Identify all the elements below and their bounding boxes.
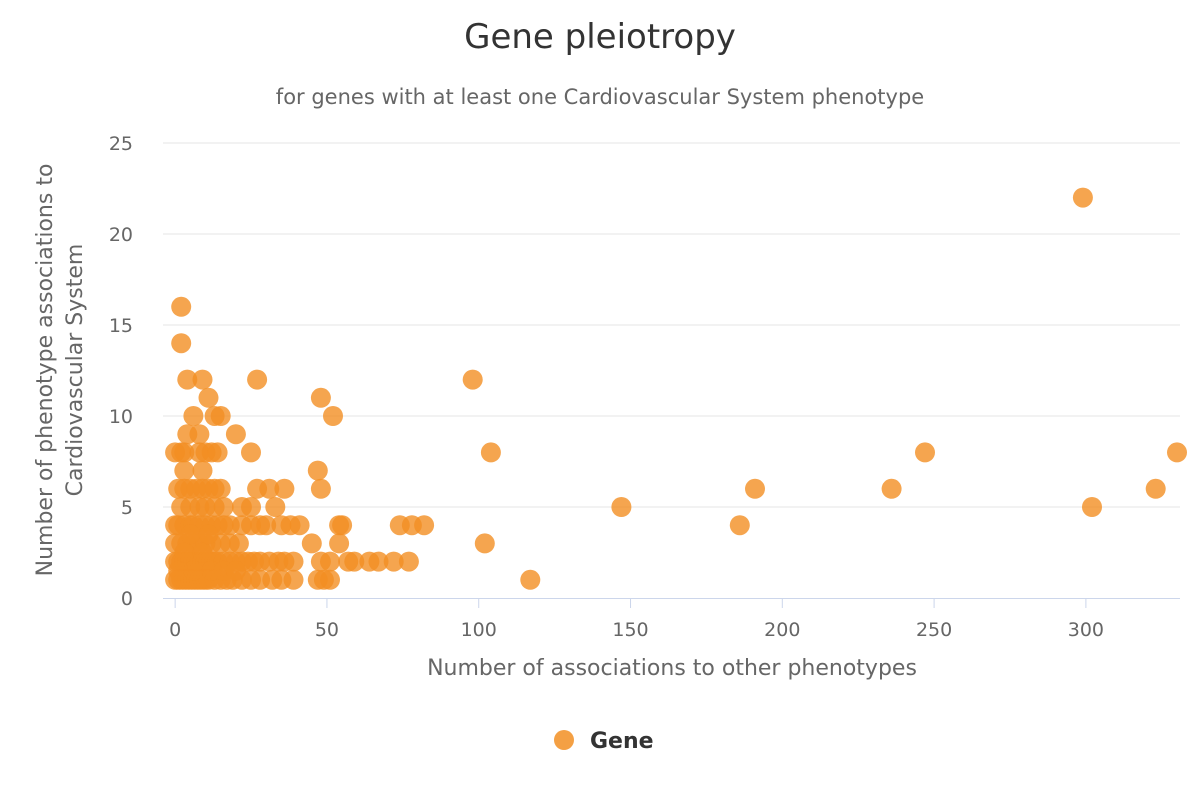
data-point[interactable] [1167,442,1187,463]
data-point[interactable] [198,387,219,408]
data-point[interactable] [225,424,246,445]
data-point[interactable] [177,369,198,390]
y-tick-label: 20 [109,224,133,246]
y-axis-title: Number of phenotype associations to Card… [33,164,88,577]
chart-subtitle: for genes with at least one Cardiovascul… [276,85,924,109]
x-tick-label: 200 [764,619,800,641]
data-point[interactable] [310,478,331,499]
data-point[interactable] [241,497,261,517]
data-point[interactable] [289,515,310,536]
data-point[interactable] [259,478,280,499]
data-point[interactable] [174,442,195,463]
x-tick-label: 100 [461,619,497,641]
y-tick-label: 10 [109,406,133,428]
data-point[interactable] [192,542,213,563]
data-point[interactable] [171,333,192,354]
data-point[interactable] [198,524,219,545]
y-tick-label: 15 [109,315,133,337]
data-point[interactable] [301,533,322,554]
data-point[interactable] [247,369,268,390]
data-point[interactable] [168,560,189,581]
data-point[interactable] [480,442,501,463]
data-point[interactable] [1072,187,1093,208]
y-tick-label: 5 [121,497,133,519]
data-point[interactable] [256,515,277,536]
x-tick-label: 250 [916,619,952,641]
data-point[interactable] [241,442,261,463]
data-point[interactable] [881,478,902,499]
data-point[interactable] [310,387,331,408]
data-point[interactable] [383,551,404,572]
data-point[interactable] [729,515,750,536]
data-point[interactable] [1145,478,1166,499]
data-point[interactable] [323,406,343,426]
data-point[interactable] [207,442,228,463]
legend-label-gene[interactable]: Gene [590,729,654,754]
data-point[interactable] [192,369,213,390]
data-point[interactable] [474,533,495,554]
data-point[interactable] [228,533,249,554]
legend[interactable]: Gene [554,729,654,754]
data-point[interactable] [171,296,192,317]
data-point[interactable] [283,551,304,572]
y-tick-label: 0 [121,588,133,610]
data-point[interactable] [344,551,365,572]
x-tick-label: 300 [1068,619,1104,641]
data-point[interactable] [192,460,213,481]
data-point[interactable] [332,515,353,536]
data-point[interactable] [265,497,286,517]
data-point[interactable] [283,569,304,590]
data-point[interactable] [611,497,632,517]
data-point[interactable] [745,478,765,499]
data-point[interactable] [915,442,935,463]
data-point[interactable] [183,560,204,581]
data-point[interactable] [320,569,340,590]
data-point[interactable] [1082,497,1102,517]
data-point[interactable] [398,551,419,572]
legend-marker-gene[interactable] [554,730,574,750]
x-tick-label: 50 [315,619,339,641]
axes [163,598,1180,608]
data-point[interactable] [414,515,435,536]
data-point[interactable] [213,497,234,517]
data-point[interactable] [210,478,231,499]
data-point[interactable] [177,424,198,445]
y-axis-title-line-2: Cardiovascular System [63,244,88,497]
chart-title: Gene pleiotropy [464,17,736,57]
data-points [165,187,1187,590]
data-point[interactable] [180,524,201,545]
x-axis-title: Number of associations to other phenotyp… [427,656,917,681]
x-tick-label: 150 [612,619,648,641]
x-tick-label: 0 [169,619,181,641]
data-point[interactable] [320,551,340,572]
data-point[interactable] [183,406,204,426]
data-point[interactable] [329,533,350,554]
data-point[interactable] [274,478,295,499]
grid-lines [163,142,1180,508]
data-point[interactable] [174,460,195,481]
data-point[interactable] [210,406,231,426]
data-point[interactable] [462,369,483,390]
y-axis-title-line-1: Number of phenotype associations to [33,164,58,577]
data-point[interactable] [368,551,389,572]
data-point[interactable] [225,560,246,581]
data-point[interactable] [520,569,541,590]
y-tick-label: 25 [109,133,133,155]
data-point[interactable] [307,460,328,481]
data-point[interactable] [174,542,195,563]
